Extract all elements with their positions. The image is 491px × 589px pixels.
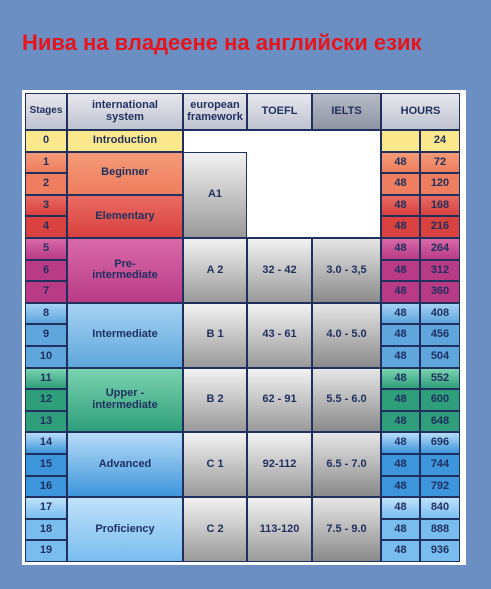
stage-cell: 16 xyxy=(25,475,67,498)
header-cell: european framework xyxy=(183,93,247,130)
hours-cell: 48 xyxy=(381,389,420,411)
toefl-cell: 92-112 xyxy=(247,432,312,498)
framework-cell: C 1 xyxy=(183,432,247,498)
hours-cell: 48 xyxy=(381,216,420,238)
stage-cell: 8 xyxy=(25,302,67,325)
stage-cell: 18 xyxy=(25,518,67,541)
toefl-cell: 43 - 61 xyxy=(247,302,312,368)
total-cell: 840 xyxy=(420,497,460,519)
total-cell: 72 xyxy=(420,151,460,174)
header-cell: Stages xyxy=(25,93,67,130)
ielts-cell: 4.0 - 5.0 xyxy=(312,302,381,368)
hours-cell: 48 xyxy=(381,302,420,325)
header-cell: IELTS xyxy=(312,93,381,130)
total-cell: 504 xyxy=(420,346,460,368)
level-cell: Elementary xyxy=(67,194,183,238)
stage-cell: 14 xyxy=(25,432,67,454)
framework-cell: B 2 xyxy=(183,367,247,433)
stage-cell: 11 xyxy=(25,367,67,390)
stage-cell: 2 xyxy=(25,173,67,195)
total-cell: 408 xyxy=(420,302,460,325)
hours-cell: 48 xyxy=(381,432,420,454)
stage-cell: 9 xyxy=(25,324,67,346)
stage-cell: 15 xyxy=(25,454,67,476)
stage-cell: 1 xyxy=(25,151,67,174)
stage-cell: 13 xyxy=(25,410,67,433)
framework-cell: A 2 xyxy=(183,238,247,303)
total-cell: 216 xyxy=(420,216,460,238)
stage-cell: 4 xyxy=(25,216,67,238)
hours-cell xyxy=(381,130,420,152)
level-cell: Proficiency xyxy=(67,497,183,562)
hours-cell: 48 xyxy=(381,324,420,346)
stage-cell: 7 xyxy=(25,281,67,303)
header-cell: international system xyxy=(67,93,183,130)
header-cell: TOEFL xyxy=(247,93,312,130)
level-cell: Advanced xyxy=(67,432,183,498)
toefl-cell: 62 - 91 xyxy=(247,367,312,433)
hours-cell: 48 xyxy=(381,475,420,498)
total-cell: 552 xyxy=(420,367,460,390)
stage-cell: 6 xyxy=(25,259,67,282)
total-cell: 312 xyxy=(420,259,460,282)
stage-cell: 17 xyxy=(25,497,67,519)
hours-cell: 48 xyxy=(381,281,420,303)
ielts-cell: 3.0 - 3,5 xyxy=(312,238,381,303)
level-cell: Introduction xyxy=(67,130,183,152)
stage-cell: 10 xyxy=(25,346,67,368)
total-cell: 168 xyxy=(420,194,460,217)
level-cell: Intermediate xyxy=(67,302,183,368)
total-cell: 24 xyxy=(420,130,460,152)
total-cell: 120 xyxy=(420,173,460,195)
stage-cell: 19 xyxy=(25,540,67,562)
hours-cell: 48 xyxy=(381,346,420,368)
total-cell: 264 xyxy=(420,238,460,260)
ielts-cell: 5.5 - 6.0 xyxy=(312,367,381,433)
hours-cell: 48 xyxy=(381,173,420,195)
stage-cell: 3 xyxy=(25,194,67,217)
hours-cell: 48 xyxy=(381,518,420,541)
hours-cell: 48 xyxy=(381,497,420,519)
total-cell: 600 xyxy=(420,389,460,411)
hours-cell: 48 xyxy=(381,410,420,433)
total-cell: 744 xyxy=(420,454,460,476)
framework-cell: B 1 xyxy=(183,302,247,368)
ielts-cell: 6.5 - 7.0 xyxy=(312,432,381,498)
title: Нива на владеене на английски език xyxy=(22,30,422,55)
framework-cell: A1 xyxy=(183,151,247,238)
total-cell: 648 xyxy=(420,410,460,433)
hours-cell: 48 xyxy=(381,367,420,390)
total-cell: 456 xyxy=(420,324,460,346)
level-cell: Upper - intermediate xyxy=(67,367,183,433)
total-cell: 936 xyxy=(420,540,460,562)
hours-cell: 48 xyxy=(381,151,420,174)
toefl-cell: 113-120 xyxy=(247,497,312,562)
stage-cell: 12 xyxy=(25,389,67,411)
toefl-cell: 32 - 42 xyxy=(247,238,312,303)
hours-cell: 48 xyxy=(381,259,420,282)
level-cell: Beginner xyxy=(67,151,183,195)
total-cell: 696 xyxy=(420,432,460,454)
header-cell: HOURS xyxy=(381,93,460,130)
hours-cell: 48 xyxy=(381,540,420,562)
hours-cell: 48 xyxy=(381,194,420,217)
stage-cell: 0 xyxy=(25,130,67,152)
total-cell: 888 xyxy=(420,518,460,541)
hours-cell: 48 xyxy=(381,454,420,476)
framework-cell: C 2 xyxy=(183,497,247,562)
hours-cell: 48 xyxy=(381,238,420,260)
total-cell: 360 xyxy=(420,281,460,303)
ielts-cell: 7.5 - 9.0 xyxy=(312,497,381,562)
stage-cell: 5 xyxy=(25,238,67,260)
total-cell: 792 xyxy=(420,475,460,498)
level-cell: Pre- intermediate xyxy=(67,238,183,303)
